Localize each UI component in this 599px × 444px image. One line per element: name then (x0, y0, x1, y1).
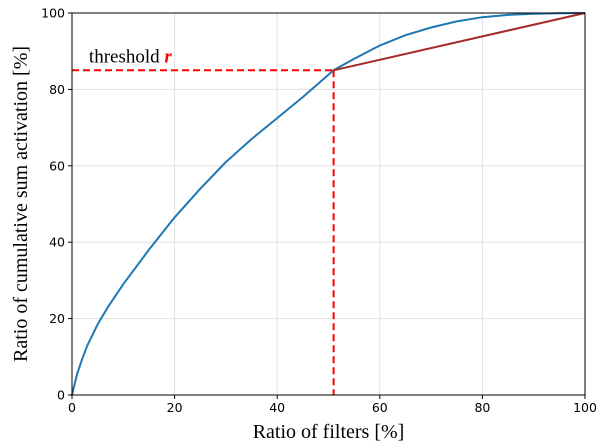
x-axis-ticks: 0 20 40 60 80 100 (68, 395, 597, 415)
threshold-text: threshold (89, 46, 164, 67)
y-tick-label-80: 80 (49, 82, 65, 97)
y-tick-label-40: 40 (49, 235, 65, 250)
y-axis-ticks: 0 20 40 60 80 100 (41, 6, 72, 403)
threshold-lines (72, 69, 335, 395)
x-tick-label-0: 0 (68, 400, 76, 415)
series-line-1 (333, 12, 586, 72)
x-tick-label-60: 60 (372, 400, 388, 415)
threshold-annotation: threshold r (89, 46, 172, 67)
y-tick-label-0: 0 (57, 388, 65, 403)
x-axis-label: Ratio of filters [%] (253, 421, 405, 443)
y-tick-label-60: 60 (49, 158, 65, 173)
x-tick-label-40: 40 (269, 400, 285, 415)
x-tick-label-80: 80 (474, 400, 490, 415)
series-group (71, 12, 586, 396)
y-tick-label-20: 20 (49, 311, 65, 326)
x-tick-label-100: 100 (573, 400, 597, 415)
plot-frame (71, 12, 586, 396)
series-line-0 (71, 12, 586, 396)
x-tick-label-20: 20 (167, 400, 183, 415)
y-axis-label: Ratio of cumulative sum activation [%] (10, 46, 32, 362)
threshold-variable: r (164, 46, 172, 67)
y-tick-label-100: 100 (41, 6, 65, 21)
